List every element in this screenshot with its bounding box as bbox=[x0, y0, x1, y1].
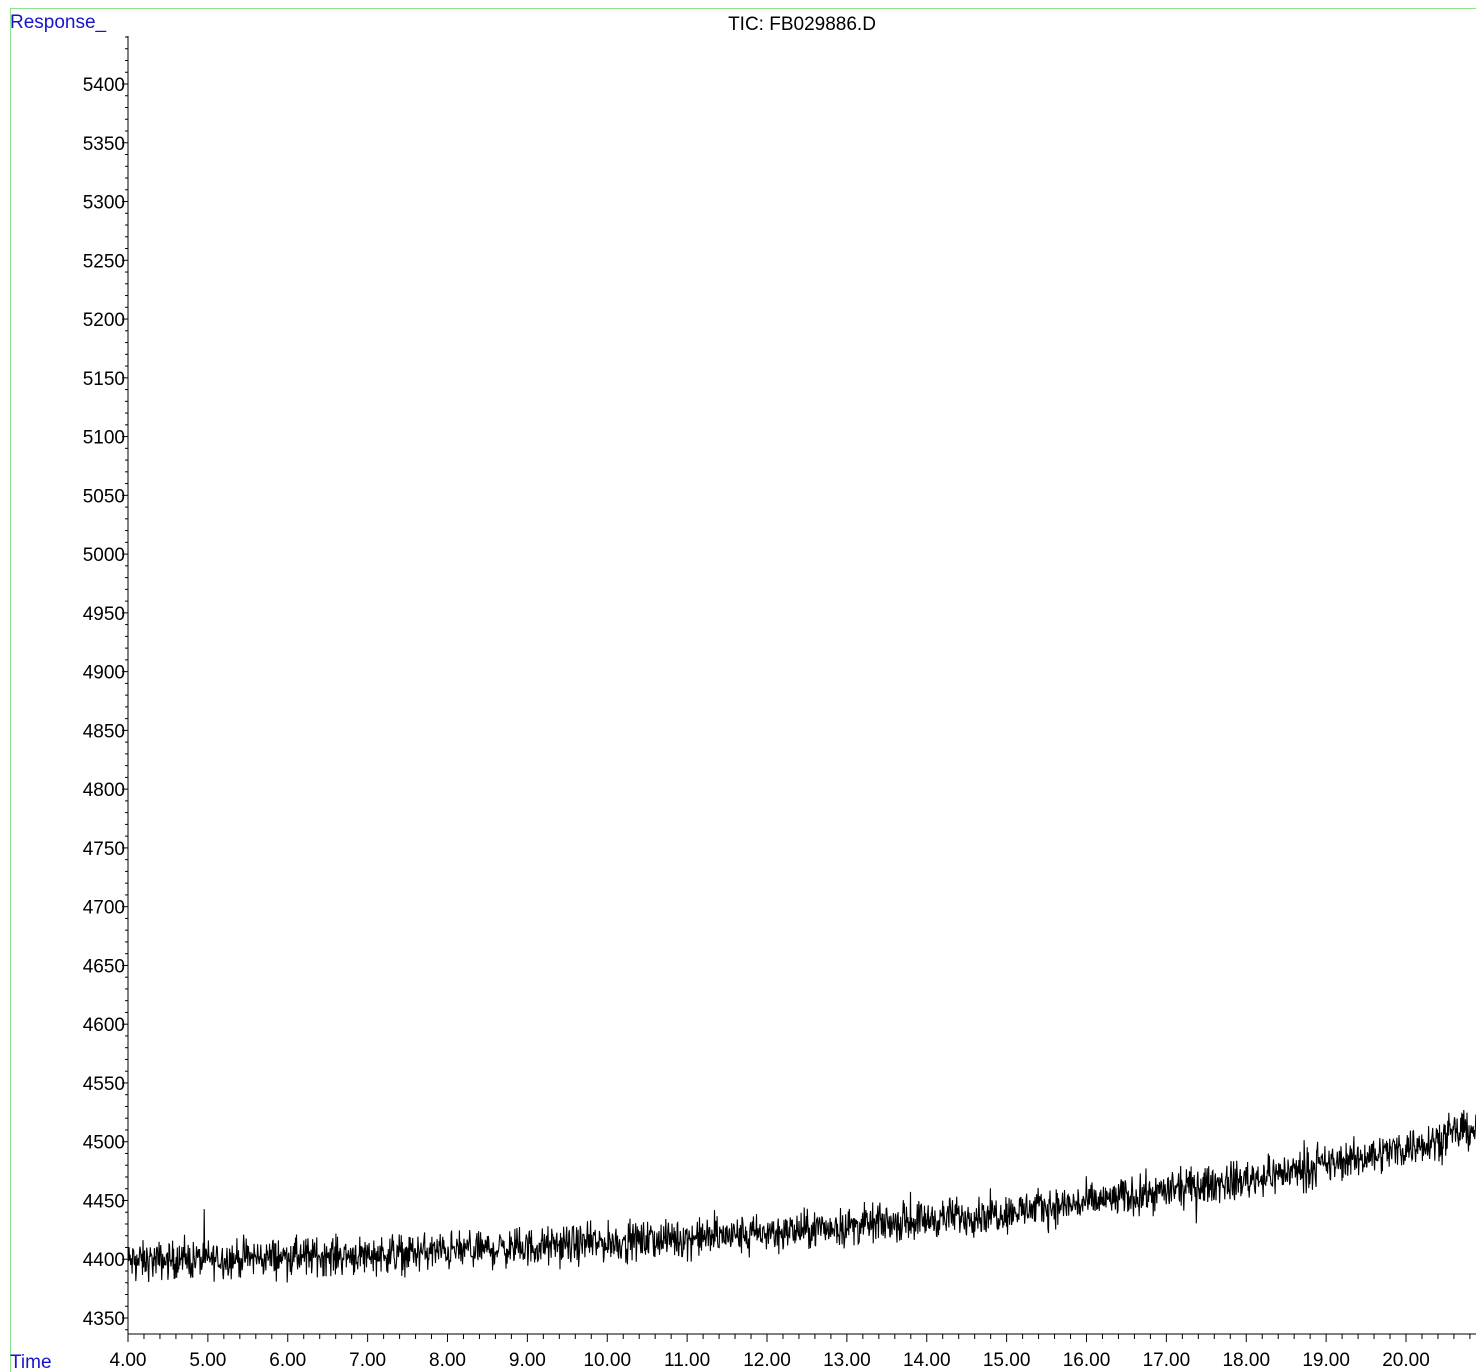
x-tick-label: 12.00 bbox=[743, 1350, 791, 1371]
y-tick-label: 5100 bbox=[83, 428, 125, 449]
y-tick-label: 4400 bbox=[83, 1250, 125, 1271]
y-tick-label: 5150 bbox=[83, 369, 125, 390]
tic-series-line bbox=[127, 1109, 1476, 1283]
x-tick-label: 14.00 bbox=[903, 1350, 951, 1371]
x-tick-label: 10.00 bbox=[583, 1350, 631, 1371]
y-tick-label: 4950 bbox=[83, 604, 125, 625]
y-tick-label: 4700 bbox=[83, 898, 125, 919]
y-tick-label: 5350 bbox=[83, 134, 125, 155]
y-tick-label: 5400 bbox=[83, 75, 125, 96]
x-tick-label: 15.00 bbox=[983, 1350, 1031, 1371]
y-tick-label: 4850 bbox=[83, 721, 125, 742]
x-tick-label: 20.00 bbox=[1382, 1350, 1430, 1371]
y-tick-label: 5050 bbox=[83, 486, 125, 507]
y-tick-label: 4550 bbox=[83, 1074, 125, 1095]
y-tick-label: 4600 bbox=[83, 1015, 125, 1036]
y-tick-label: 4450 bbox=[83, 1191, 125, 1212]
x-tick-label: 19.00 bbox=[1302, 1350, 1350, 1371]
x-tick-label: 13.00 bbox=[823, 1350, 871, 1371]
x-tick-label: 16.00 bbox=[1063, 1350, 1111, 1371]
y-tick-label: 5300 bbox=[83, 193, 125, 214]
x-tick-label: 5.00 bbox=[189, 1350, 226, 1371]
plot-frame bbox=[10, 8, 1476, 1372]
y-tick-label: 5250 bbox=[83, 251, 125, 272]
x-tick-label: 17.00 bbox=[1143, 1350, 1191, 1371]
y-tick-label: 4350 bbox=[83, 1309, 125, 1330]
chart-title: TIC: FB029886.D bbox=[728, 14, 876, 35]
x-tick-label: 11.00 bbox=[664, 1350, 710, 1371]
y-tick-label: 4650 bbox=[83, 956, 125, 977]
y-axis-label: Response_ bbox=[10, 12, 107, 33]
y-tick-label: 4800 bbox=[83, 780, 125, 801]
y-tick-label: 4750 bbox=[83, 839, 125, 860]
x-tick-label: 7.00 bbox=[349, 1350, 386, 1371]
y-tick-label: 5200 bbox=[83, 310, 125, 331]
x-tick-label: 8.00 bbox=[429, 1350, 466, 1371]
y-tick-label: 5000 bbox=[83, 545, 125, 566]
x-tick-label: 4.00 bbox=[110, 1350, 147, 1371]
x-axis-label: Time bbox=[10, 1352, 52, 1372]
x-tick-label: 18.00 bbox=[1222, 1350, 1270, 1371]
y-tick-label: 4500 bbox=[83, 1133, 125, 1154]
x-tick-label: 9.00 bbox=[509, 1350, 546, 1371]
x-tick-label: 6.00 bbox=[269, 1350, 306, 1371]
y-tick-label: 4900 bbox=[83, 663, 125, 684]
